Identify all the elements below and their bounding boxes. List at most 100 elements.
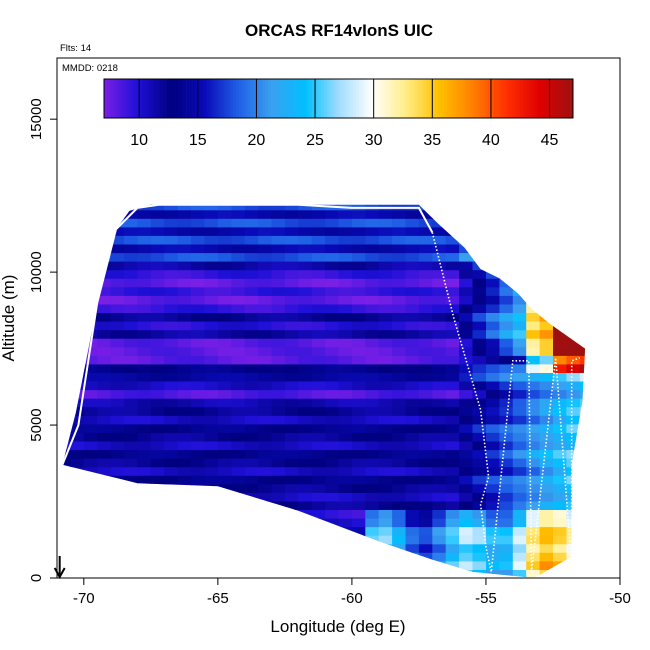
heatmap-cell [445, 346, 460, 356]
heatmap-cell [244, 492, 259, 502]
heatmap-cell [405, 423, 420, 433]
heatmap-cell [311, 235, 326, 245]
heatmap-cell [566, 218, 581, 228]
heatmap-cell [70, 475, 85, 485]
heatmap-cell [284, 458, 299, 468]
heatmap-cell [325, 193, 339, 202]
heatmap-cell [379, 176, 393, 185]
heatmap-cell [459, 423, 473, 433]
heatmap-cell [580, 184, 594, 193]
heatmap-cell [486, 500, 500, 510]
heatmap-cell [325, 441, 339, 451]
heatmap-cell [244, 475, 259, 485]
heatmap-cell [526, 338, 541, 348]
heatmap-cell [258, 509, 272, 519]
heatmap-cell [553, 269, 567, 279]
heatmap-cell [191, 526, 205, 536]
heatmap-cell [97, 398, 112, 408]
heatmap-cell [177, 389, 192, 399]
heatmap-cell [178, 193, 192, 202]
heatmap-cell [244, 560, 259, 570]
heatmap-cell [311, 286, 326, 296]
heatmap-cell [351, 261, 366, 271]
heatmap-cell [405, 321, 420, 331]
heatmap-cell [150, 458, 165, 468]
heatmap-cell [445, 526, 460, 536]
heatmap-cell [418, 492, 433, 502]
heatmap-cell [445, 244, 460, 254]
heatmap-cell [298, 355, 313, 365]
heatmap-cell [512, 518, 527, 528]
heatmap-cell [351, 560, 366, 570]
heatmap-cell [124, 458, 138, 468]
heatmap-cell [150, 209, 165, 219]
heatmap-cell [137, 235, 152, 245]
heatmap-cell [137, 286, 152, 296]
heatmap-cell [499, 466, 514, 476]
heatmap-cell [62, 500, 71, 510]
heatmap-cell [338, 329, 353, 339]
heatmap-cell [418, 483, 433, 493]
heatmap-cell [579, 381, 586, 391]
heatmap-cell [150, 483, 165, 493]
heatmap-cell [151, 176, 165, 185]
heatmap-cell [231, 278, 246, 288]
heatmap-cell [244, 209, 259, 219]
colorbar-segment [397, 79, 401, 118]
heading-arrow [53, 556, 66, 580]
heatmap-cell [110, 466, 125, 476]
heatmap-cell [258, 184, 272, 193]
heatmap-cell [405, 355, 420, 365]
heatmap-cell [338, 509, 353, 519]
heatmap-cell [378, 535, 393, 545]
heatmap-cell [418, 269, 433, 279]
heatmap-cell [191, 415, 205, 425]
heatmap-cell [365, 278, 380, 288]
heatmap-cell [124, 355, 138, 365]
heatmap-cell [110, 303, 125, 313]
heatmap-cell [57, 176, 71, 185]
heatmap-cell [97, 423, 112, 433]
heatmap-cell [311, 204, 326, 211]
heatmap-cell [298, 458, 313, 468]
heatmap-cell [566, 303, 581, 313]
colorbar-segment [362, 79, 366, 118]
heatmap-cell [499, 458, 514, 468]
heatmap-cell [231, 184, 245, 193]
heatmap-cell [110, 458, 125, 468]
heatmap-cell [472, 235, 487, 245]
heatmap-cell [137, 355, 152, 365]
heatmap-cell [432, 518, 447, 528]
heatmap-cell [325, 355, 339, 365]
heatmap-cell [459, 483, 473, 493]
heatmap-cell [459, 184, 473, 193]
heatmap-cell [539, 252, 554, 262]
heatmap-cell [338, 475, 353, 485]
heatmap-cell [472, 226, 487, 236]
heatmap-cell [512, 363, 527, 373]
heatmap-cell [311, 346, 326, 356]
heatmap-cell [137, 389, 152, 399]
heatmap-cell [177, 218, 192, 228]
heatmap-cell [579, 346, 586, 356]
heatmap-cell [445, 389, 460, 399]
heatmap-cell [351, 303, 366, 313]
heatmap-cell [110, 492, 125, 502]
heatmap-cell [83, 321, 98, 331]
heatmap-cell [499, 269, 514, 279]
heatmap-cell [137, 526, 152, 536]
heatmap-cell [97, 449, 112, 459]
heatmap-cell [472, 483, 487, 493]
heatmap-cell [217, 355, 232, 365]
heatmap-cell [512, 235, 527, 245]
heatmap-cell [271, 295, 286, 305]
chart-title: ORCAS RF14vIonS UIC [245, 21, 433, 40]
heatmap-cell [405, 226, 420, 236]
heatmap-cell [418, 543, 433, 553]
heatmap-cell [62, 372, 71, 382]
heatmap-cell [566, 252, 581, 262]
heatmap-cell [499, 204, 514, 211]
heatmap-cell [231, 449, 246, 459]
heatmap-cell [124, 543, 138, 553]
